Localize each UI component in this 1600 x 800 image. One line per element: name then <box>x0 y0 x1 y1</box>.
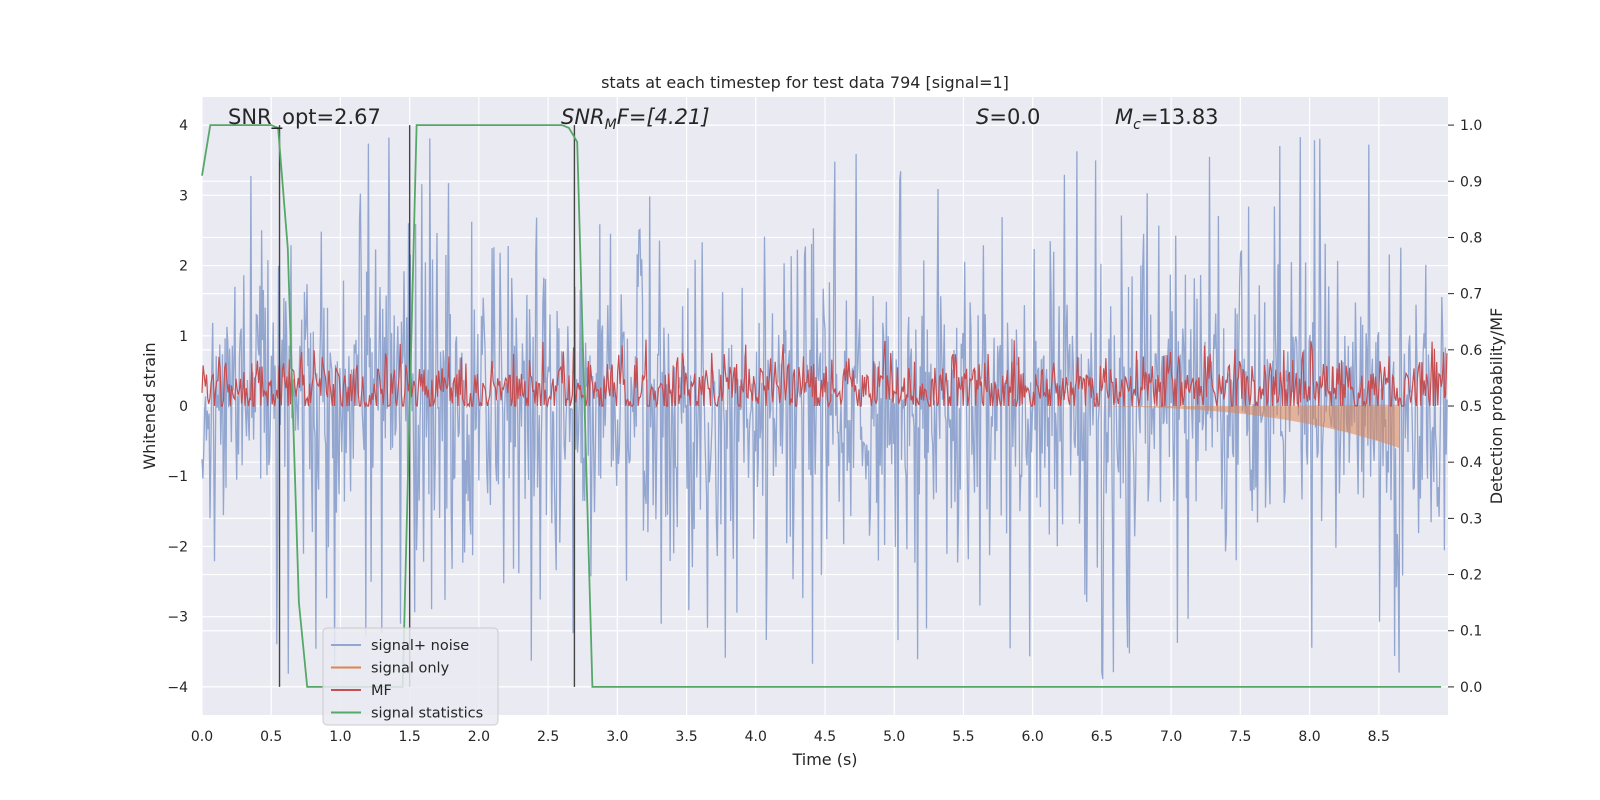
y-tick-label-right: 0.1 <box>1460 624 1482 640</box>
x-tick-label: 7.5 <box>1229 729 1251 745</box>
y-tick-label-right: 0.7 <box>1460 287 1482 303</box>
y-axis-right-ticks: 1.0 0.9 0.8 0.7 0.6 0.5 0.4 0.3 0.2 0.1 0.0 <box>1448 118 1482 696</box>
mc-name: M <box>1115 105 1133 129</box>
x-axis-ticks: 0.0 0.5 1.0 1.5 2.0 2.5 3.0 3.5 4.0 4.5 5.0 5.5 6.0 6… <box>191 729 1390 745</box>
y-tick-label-right: 0.0 <box>1460 680 1482 696</box>
x-tick-label: 4.0 <box>745 729 767 745</box>
y-tick-label-left: 2 <box>179 259 188 275</box>
s-annotation: S=0.0 <box>976 105 1040 129</box>
x-tick-label: 7.0 <box>1160 729 1182 745</box>
x-tick-label: 3.0 <box>606 729 628 745</box>
x-tick-label: 3.5 <box>675 729 697 745</box>
y-tick-label-left: 4 <box>179 118 188 134</box>
x-tick-label: 1.5 <box>399 729 421 745</box>
y-tick-label-right: 0.6 <box>1460 343 1482 359</box>
y-tick-label-left: −2 <box>167 539 188 555</box>
legend-box <box>322 627 499 726</box>
signal-only-series <box>1032 404 1400 449</box>
x-tick-label: 2.0 <box>468 729 490 745</box>
y-tick-label-right: 0.4 <box>1460 455 1482 471</box>
legend-label: signal only <box>371 661 450 677</box>
chart-title: stats at each timestep for test data 794… <box>601 73 1009 92</box>
signal-only-line <box>1032 404 1400 449</box>
x-tick-label: 5.5 <box>952 729 974 745</box>
mc-sub: c <box>1133 117 1141 133</box>
snr-mf-rest: F=[4.21] <box>617 105 710 129</box>
x-tick-label: 8.5 <box>1368 729 1390 745</box>
y-tick-label-right: 0.5 <box>1460 399 1482 415</box>
x-axis-label: Time (s) <box>791 750 857 769</box>
mc-rest: =13.83 <box>1141 105 1219 129</box>
x-tick-label: 8.0 <box>1298 729 1320 745</box>
x-tick-label: 1.0 <box>329 729 351 745</box>
y-axis-right-label: Detection probability/MF <box>1487 308 1506 505</box>
y-tick-label-left: 3 <box>179 188 188 204</box>
x-tick-label: 6.5 <box>1091 729 1113 745</box>
snr-mf-name: SNR <box>561 105 605 129</box>
legend-label: signal+ noise <box>371 638 469 654</box>
x-tick-label: 6.0 <box>1022 729 1044 745</box>
legend-label: signal statistics <box>371 706 483 722</box>
y-axis-left-ticks: 4 3 2 1 0 −1 −2 −3 −4 <box>167 118 188 696</box>
y-tick-label-left: −1 <box>167 469 188 485</box>
y-tick-label-left: 0 <box>179 399 188 415</box>
snr-mf-annotation: SNRMF=[4.21] <box>561 105 710 133</box>
y-tick-label-right: 0.2 <box>1460 568 1482 584</box>
legend: signal+ noise signal only MF signal statist… <box>322 627 499 726</box>
snr-opt-annotation: SNR_opt=2.67 <box>228 105 381 130</box>
x-tick-label: 2.5 <box>537 729 559 745</box>
x-tick-label: 5.0 <box>883 729 905 745</box>
y-tick-label-right: 0.8 <box>1460 230 1482 246</box>
y-tick-label-right: 1.0 <box>1460 118 1482 134</box>
y-tick-label-right: 0.9 <box>1460 174 1482 190</box>
snr-mf-sub: M <box>605 117 617 133</box>
x-tick-label: 0.5 <box>260 729 282 745</box>
s-rest: =0.0 <box>989 105 1040 129</box>
y-axis-left-label: Whitened strain <box>140 342 159 469</box>
y-tick-label-left: −4 <box>167 680 188 696</box>
s-name: S <box>976 105 989 129</box>
mc-annotation: Mc=13.83 <box>1115 105 1219 133</box>
legend-label: MF <box>371 683 392 699</box>
y-tick-label-left: 1 <box>179 329 188 345</box>
y-tick-label-right: 0.3 <box>1460 511 1482 527</box>
x-tick-label: 0.0 <box>191 729 213 745</box>
y-tick-label-left: −3 <box>167 610 188 626</box>
x-tick-label: 4.5 <box>814 729 836 745</box>
